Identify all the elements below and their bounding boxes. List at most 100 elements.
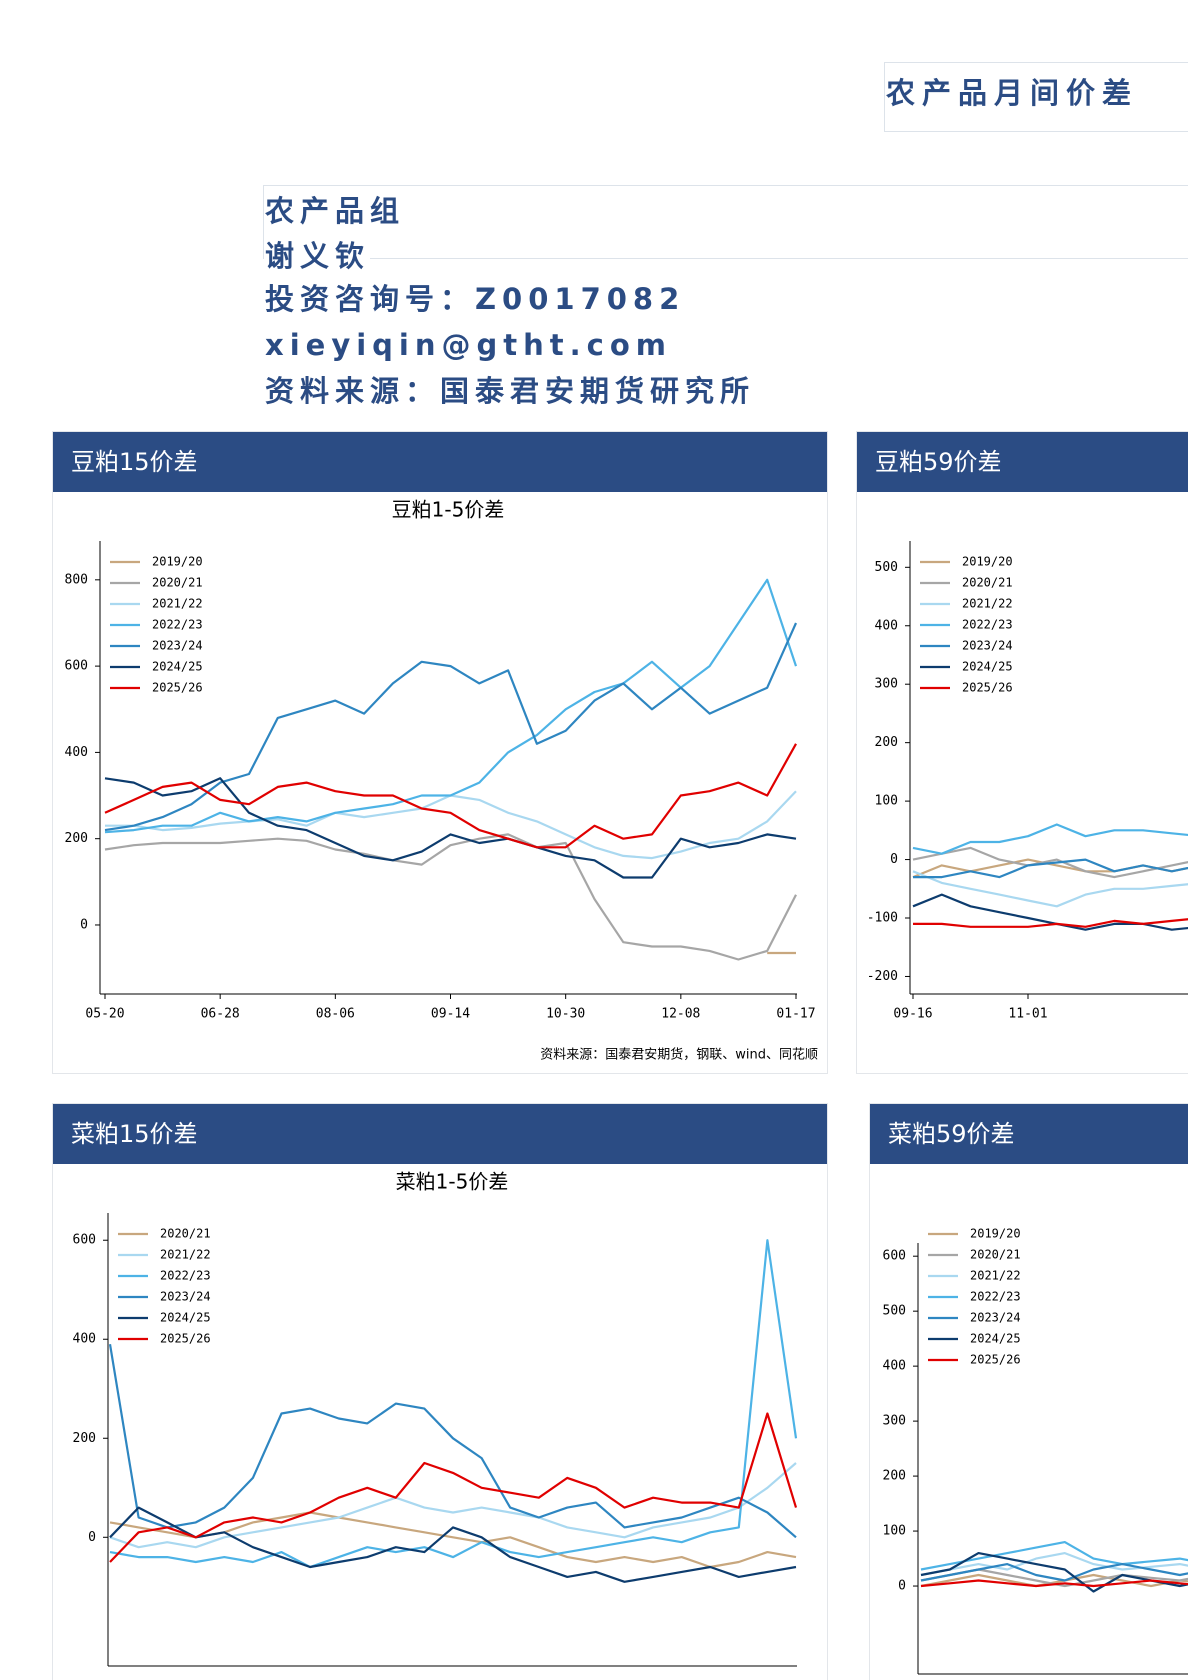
series-line xyxy=(912,846,1188,879)
x-tick-label: 08-06 xyxy=(316,1007,355,1022)
series-line xyxy=(913,918,1188,928)
panel-heading: 豆粕59价差 xyxy=(857,432,1188,492)
legend-label: 2019/20 xyxy=(970,1227,1021,1241)
legend-label: 2021/22 xyxy=(160,1248,211,1262)
chart: -200 -100 0 100 200 300 400 500 09-16 11-01 2019/2… xyxy=(867,541,1188,1022)
legend-label: 2024/25 xyxy=(160,1311,211,1325)
chart-panel: 豆粕59价差 xyxy=(856,431,1188,1074)
info-line-text: 农产品组 xyxy=(265,194,406,228)
series-line xyxy=(912,870,1188,908)
y-tick-label: 500 xyxy=(875,560,898,575)
series-line xyxy=(109,1462,797,1549)
legend-label: 2021/22 xyxy=(962,597,1013,611)
legend-label: 2022/23 xyxy=(152,618,203,632)
legend-label: 2020/21 xyxy=(970,1248,1021,1262)
y-tick-label: 400 xyxy=(73,1332,96,1347)
series-line xyxy=(104,622,798,832)
y-tick-label: 0 xyxy=(898,1579,906,1594)
legend-label: 2023/24 xyxy=(152,639,203,653)
series-line xyxy=(104,743,797,849)
y-tick-label: 0 xyxy=(80,917,88,932)
series-line xyxy=(920,1579,1188,1588)
y-tick-label: 0 xyxy=(890,852,898,867)
y-tick-label: 800 xyxy=(65,572,88,587)
y-tick-label: 200 xyxy=(65,831,88,846)
x-tick-label: 06-28 xyxy=(201,1007,240,1022)
legend-label: 2023/24 xyxy=(970,1311,1021,1325)
legend-label: 2022/23 xyxy=(970,1290,1021,1304)
y-tick-label: 300 xyxy=(883,1414,906,1429)
info-rule xyxy=(370,258,1188,259)
series-line xyxy=(105,790,797,860)
series-line xyxy=(104,833,797,961)
y-tick-label: 100 xyxy=(875,794,898,809)
x-tick-label: 01-17 xyxy=(776,1007,815,1022)
chart: 0 100 200 300 400 500 600 2019/20 2020/21 2021/22… xyxy=(883,1227,1188,1675)
legend-label: 2025/26 xyxy=(970,1353,1021,1367)
x-tick-label: 12-08 xyxy=(661,1007,700,1022)
chart-title: 菜粕1-5价差 xyxy=(396,1170,509,1194)
panel-heading: 菜粕59价差 xyxy=(870,1104,1188,1164)
legend-label: 2021/22 xyxy=(152,597,203,611)
series-line xyxy=(913,858,1188,879)
x-tick-label: 09-16 xyxy=(893,1007,932,1022)
y-tick-label: 600 xyxy=(65,659,88,674)
legend-label: 2022/23 xyxy=(962,618,1013,632)
x-tick-label: 11-01 xyxy=(1008,1007,1047,1022)
y-tick-label: 300 xyxy=(875,677,898,692)
legend-label: 2024/25 xyxy=(152,660,203,674)
y-tick-label: 600 xyxy=(73,1233,96,1248)
source-note: 资料来源：国泰君安期货，钢联、wind、同花顺 xyxy=(540,1047,818,1063)
y-tick-label: 100 xyxy=(883,1524,906,1539)
legend-label: 2024/25 xyxy=(962,660,1013,674)
series-line xyxy=(920,1563,1188,1582)
series-line xyxy=(912,823,1188,855)
legend-label: 2019/20 xyxy=(962,555,1013,569)
series-line xyxy=(109,1412,798,1563)
info-line-text: 投资咨询号：Z0017082 xyxy=(265,282,686,316)
info-line-text: 谢义钦 xyxy=(265,239,371,273)
series-line xyxy=(920,1541,1188,1571)
y-tick-label: 0 xyxy=(88,1530,96,1545)
report-title: 农产品月间价差 xyxy=(886,76,1139,110)
y-tick-label: 600 xyxy=(883,1249,906,1264)
y-tick-label: 400 xyxy=(875,618,898,633)
y-tick-label: 200 xyxy=(875,735,898,750)
chart: 豆粕1-5价差 0 200 400 600 800 05-20 06-28 08-06 09-14… xyxy=(65,498,818,1063)
panel-heading: 豆粕15价差 xyxy=(53,432,827,492)
x-tick-label: 05-20 xyxy=(85,1007,124,1022)
y-tick-label: 200 xyxy=(883,1469,906,1484)
series-line xyxy=(104,777,797,879)
info-line-text: 资料来源：国泰君安期货研究所 xyxy=(265,374,756,408)
series-line xyxy=(920,1552,1188,1577)
legend-label: 2021/22 xyxy=(970,1269,1021,1283)
series-line xyxy=(109,1239,798,1569)
y-tick-label: -200 xyxy=(867,969,898,984)
info-box xyxy=(263,185,1188,259)
legend-label: 2025/26 xyxy=(152,681,203,695)
x-tick-label: 10-30 xyxy=(546,1007,585,1022)
title-box xyxy=(884,62,1188,132)
series-line xyxy=(108,1344,797,1539)
legend-label: 2023/24 xyxy=(160,1290,211,1304)
y-tick-label: 400 xyxy=(883,1359,906,1374)
legend-label: 2020/21 xyxy=(152,576,203,590)
legend-label: 2020/21 xyxy=(160,1227,211,1241)
y-tick-label: 200 xyxy=(73,1431,96,1446)
y-tick-label: 400 xyxy=(65,745,88,760)
chart-title: 豆粕1-5价差 xyxy=(392,498,505,522)
legend-label: 2020/21 xyxy=(962,576,1013,590)
legend-label: 2019/20 xyxy=(152,555,203,569)
panel-heading: 菜粕15价差 xyxy=(53,1104,827,1164)
y-tick-label: 500 xyxy=(883,1304,906,1319)
legend-label: 2023/24 xyxy=(962,639,1013,653)
legend-label: 2025/26 xyxy=(962,681,1013,695)
legend-label: 2024/25 xyxy=(970,1332,1021,1346)
info-line-text: xieyiqin@gtht.com xyxy=(265,328,672,362)
chart-panel: 菜粕15价差 xyxy=(52,1103,828,1680)
x-tick-label: 09-14 xyxy=(431,1007,470,1022)
y-tick-label: -100 xyxy=(867,911,898,926)
legend-label: 2022/23 xyxy=(160,1269,211,1283)
